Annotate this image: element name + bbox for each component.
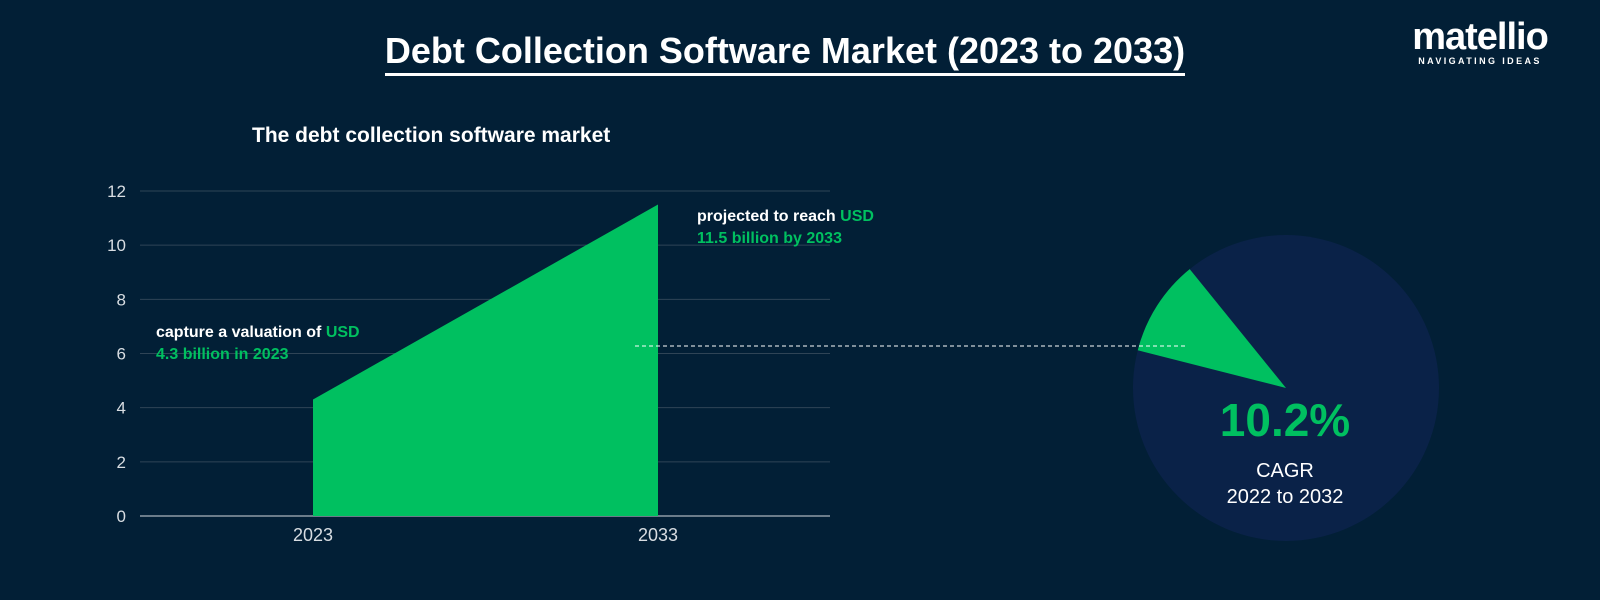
cagr-value: 10.2% (1219, 394, 1351, 446)
y-tick-label: 0 (117, 507, 126, 526)
x-tick-label: 2033 (638, 525, 678, 545)
logo-wordmark: matellio (1412, 16, 1549, 58)
y-tick-label: 4 (117, 399, 126, 418)
matellio-logo: matellio NAVIGATING IDEAS (1395, 18, 1565, 66)
page-title: Debt Collection Software Market (2023 to… (0, 30, 1570, 76)
y-tick-label: 6 (117, 345, 126, 364)
y-tick-label: 2 (117, 453, 126, 472)
pie-slice-cagr (1137, 269, 1286, 388)
area-series (313, 204, 658, 516)
annotation-2033: projected to reach USD 11.5 billion by 2… (697, 208, 874, 247)
cagr-label: CAGR 2022 to 2032 (1226, 460, 1344, 508)
chart-title: The debt collection software market (252, 124, 611, 147)
logo-tagline: NAVIGATING IDEAS (1418, 56, 1542, 66)
y-tick-label: 12 (107, 182, 126, 201)
y-tick-label: 8 (117, 290, 126, 309)
y-tick-label: 10 (107, 236, 126, 255)
x-tick-label: 2023 (293, 525, 333, 545)
annotation-2023: capture a valuation of USD 4.3 billion i… (156, 324, 360, 363)
